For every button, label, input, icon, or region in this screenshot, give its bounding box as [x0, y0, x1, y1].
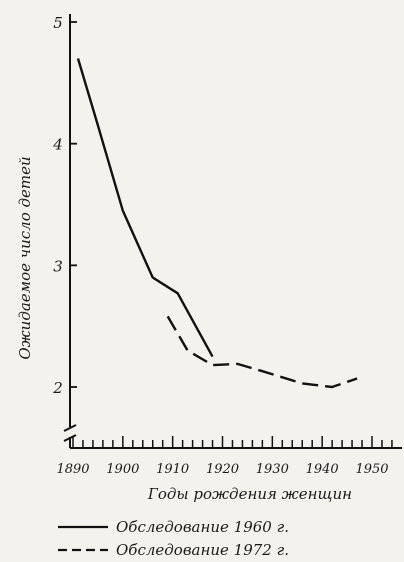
- x-tick-label: 1930: [256, 462, 289, 477]
- series-line-1972: [166, 315, 358, 389]
- series-line-1960: [76, 58, 214, 358]
- y-axis-title: Ожидаемое число детей: [16, 156, 34, 359]
- x-axis: 1890 1900 1910 1920 1930 1940 1950: [56, 436, 393, 477]
- x-tick-label: 1910: [156, 462, 189, 477]
- legend: Обследование 1960 г. Обследование 1972 г…: [58, 518, 289, 559]
- y-axis-break-mark: [63, 434, 77, 442]
- y-axis-break-mark: [63, 424, 77, 432]
- y-tick-label: 4: [52, 136, 63, 154]
- y-tick-label: 2: [52, 379, 63, 397]
- plot-lines: [63, 14, 402, 449]
- x-tick-label: 1940: [306, 462, 339, 477]
- y-tick-label: 3: [53, 257, 63, 275]
- series-layer: [76, 58, 358, 389]
- x-tick-label: 1920: [206, 462, 239, 477]
- x-tick-label: 1950: [355, 462, 388, 477]
- y-tick-label: 5: [53, 14, 63, 32]
- x-axis-title: Годы рождения женщин: [147, 485, 352, 503]
- x-tick-label: 1890: [56, 462, 89, 477]
- x-tick-label: 1900: [106, 462, 139, 477]
- y-axis: 2 3 4 5: [52, 14, 77, 397]
- legend-label-1972: Обследование 1972 г.: [116, 541, 289, 559]
- legend-label-1960: Обследование 1960 г.: [116, 518, 289, 536]
